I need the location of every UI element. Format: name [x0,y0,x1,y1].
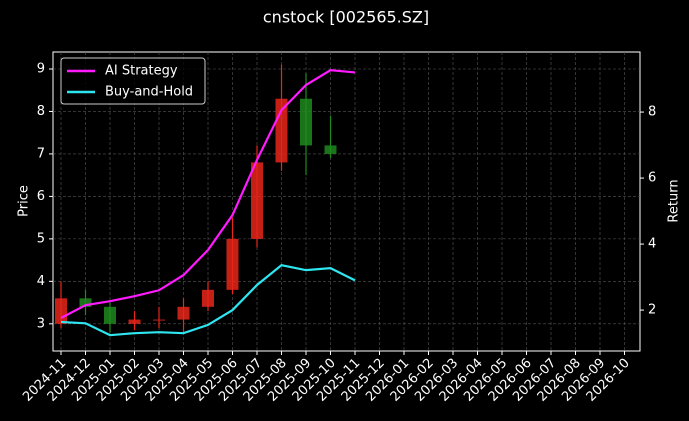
y2-tick-label: 4 [648,237,656,252]
candle-body [177,306,190,320]
plot-frame [52,51,641,352]
candle-body [202,289,214,307]
y-tick-label: 4 [37,274,45,289]
candle-body [79,298,92,307]
candle-body [275,98,288,163]
y2-tick-label: 2 [648,303,656,318]
y-tick-label: 7 [37,146,45,161]
legend-label: AI Strategy [105,64,178,79]
y2-tick-label: 8 [648,105,656,120]
legend-label: Buy-and-Hold [105,85,193,100]
candle-body [324,145,337,154]
candle-body [104,306,116,324]
candle-body [251,162,263,239]
y-axis-label: Price [17,185,32,217]
y-tick-label: 8 [37,104,45,119]
y-tick-label: 3 [37,316,45,331]
candle-body [300,98,312,146]
series-line [60,264,356,337]
y-tick-label: 9 [37,61,45,76]
candle-body [153,319,165,321]
y2-tick-label: 6 [648,171,656,186]
candle-body [226,238,239,290]
y2-axis-label: Return [667,179,682,222]
series-line [60,69,356,319]
y-tick-label: 5 [37,231,45,246]
legend-box [60,57,206,105]
candle-body [128,319,141,324]
candle-body [55,298,67,324]
y-tick-label: 6 [37,189,45,204]
chart-title: cnstock [002565.SZ] [263,8,429,27]
